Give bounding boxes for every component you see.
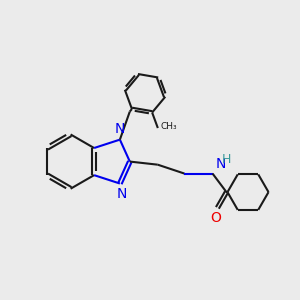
Text: O: O — [210, 211, 221, 225]
Text: CH₃: CH₃ — [160, 122, 177, 131]
Text: N: N — [215, 157, 226, 171]
Text: N: N — [115, 122, 125, 136]
Text: N: N — [116, 188, 127, 202]
Text: H: H — [222, 153, 231, 166]
